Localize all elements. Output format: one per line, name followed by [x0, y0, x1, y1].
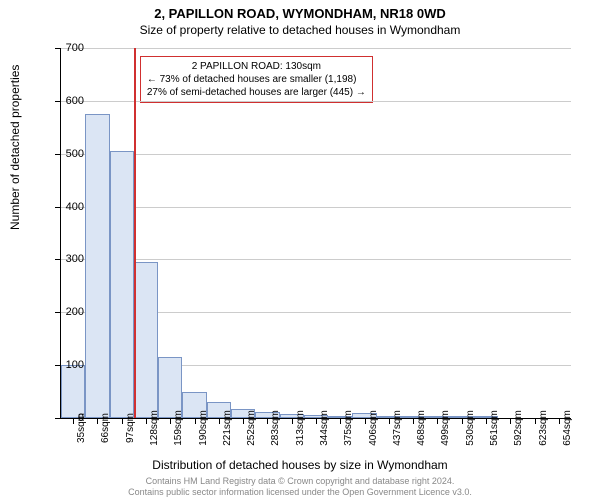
footer: Contains HM Land Registry data © Crown c…: [0, 476, 600, 498]
x-tick-label: 530sqm: [465, 410, 476, 446]
annotation-line3: 27% of semi-detached houses are larger (…: [147, 86, 366, 99]
x-tick-label: 252sqm: [246, 410, 257, 446]
page-subtitle: Size of property relative to detached ho…: [0, 21, 600, 37]
y-axis-label: Number of detached properties: [8, 65, 22, 230]
x-tick-label: 344sqm: [319, 410, 330, 446]
x-tick: [267, 418, 268, 424]
x-tick-label: 283sqm: [270, 410, 281, 446]
x-tick-label: 35sqm: [76, 413, 87, 443]
y-tick: [55, 48, 61, 49]
histogram-bar: [85, 114, 109, 418]
x-tick-label: 97sqm: [125, 413, 136, 443]
x-tick: [559, 418, 560, 424]
x-tick-label: 406sqm: [368, 410, 379, 446]
marker-line: [134, 48, 136, 418]
y-tick: [55, 312, 61, 313]
x-tick: [219, 418, 220, 424]
x-tick-label: 375sqm: [343, 410, 354, 446]
gridline: [61, 259, 571, 260]
x-tick: [365, 418, 366, 424]
x-tick-label: 159sqm: [173, 410, 184, 446]
x-tick-label: 592sqm: [513, 410, 524, 446]
y-tick-label: 300: [66, 253, 84, 265]
footer-line1: Contains HM Land Registry data © Crown c…: [0, 476, 600, 487]
chart-plot-area: 2 PAPILLON ROAD: 130sqm ← 73% of detache…: [60, 48, 571, 419]
histogram-bar: [158, 357, 182, 418]
histogram-bar: [61, 365, 85, 418]
x-tick-label: 499sqm: [440, 410, 451, 446]
y-tick: [55, 259, 61, 260]
gridline: [61, 154, 571, 155]
x-tick: [413, 418, 414, 424]
annotation-box: 2 PAPILLON ROAD: 130sqm ← 73% of detache…: [140, 56, 373, 103]
x-tick: [316, 418, 317, 424]
annotation-line1: 2 PAPILLON ROAD: 130sqm: [147, 60, 366, 73]
y-tick-label: 100: [66, 359, 84, 371]
page-title: 2, PAPILLON ROAD, WYMONDHAM, NR18 0WD: [0, 0, 600, 21]
y-tick: [55, 418, 61, 419]
x-tick: [437, 418, 438, 424]
x-tick: [389, 418, 390, 424]
x-tick: [146, 418, 147, 424]
gridline: [61, 48, 571, 49]
x-tick: [243, 418, 244, 424]
y-tick-label: 400: [66, 201, 84, 213]
y-tick-label: 600: [66, 95, 84, 107]
x-tick: [97, 418, 98, 424]
x-tick: [195, 418, 196, 424]
x-tick: [340, 418, 341, 424]
y-tick: [55, 207, 61, 208]
x-tick-label: 437sqm: [392, 410, 403, 446]
x-tick-label: 128sqm: [149, 410, 160, 446]
y-tick: [55, 154, 61, 155]
y-tick: [55, 101, 61, 102]
footer-line2: Contains public sector information licen…: [0, 487, 600, 498]
x-tick: [73, 418, 74, 424]
x-tick-label: 66sqm: [100, 413, 111, 443]
y-tick-label: 700: [66, 42, 84, 54]
y-tick-label: 200: [66, 306, 84, 318]
x-tick-label: 561sqm: [489, 410, 500, 446]
x-tick-label: 623sqm: [538, 410, 549, 446]
histogram-bar: [134, 262, 158, 418]
histogram-bar: [110, 151, 134, 418]
annotation-line2: ← 73% of detached houses are smaller (1,…: [147, 73, 366, 86]
x-tick-label: 190sqm: [198, 410, 209, 446]
x-tick: [486, 418, 487, 424]
gridline: [61, 101, 571, 102]
x-tick: [292, 418, 293, 424]
x-tick-label: 221sqm: [222, 410, 233, 446]
x-tick: [462, 418, 463, 424]
x-tick-label: 313sqm: [295, 410, 306, 446]
x-tick: [170, 418, 171, 424]
x-tick-label: 468sqm: [416, 410, 427, 446]
x-tick: [510, 418, 511, 424]
y-tick-label: 500: [66, 148, 84, 160]
x-tick-label: 654sqm: [562, 410, 573, 446]
gridline: [61, 207, 571, 208]
x-tick: [122, 418, 123, 424]
x-tick: [535, 418, 536, 424]
x-axis-label: Distribution of detached houses by size …: [0, 458, 600, 472]
